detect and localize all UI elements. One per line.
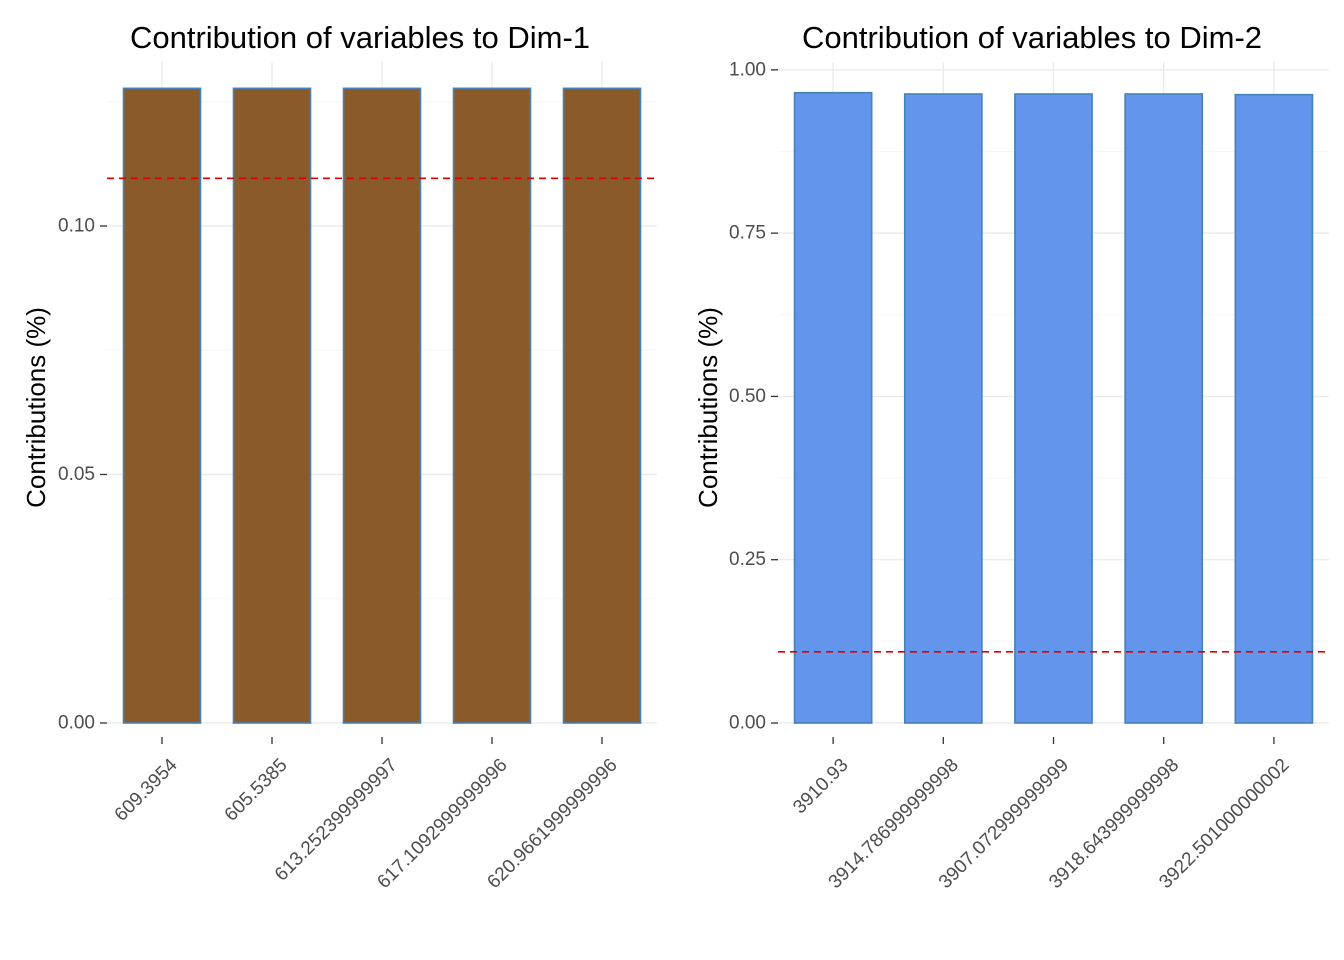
bar — [903, 93, 983, 724]
y-tick-label: 0.25 — [729, 549, 766, 570]
bar — [342, 87, 422, 724]
chart-panel-dim1: 0.00 0.05 0.10 609.3954 605.5385613.25239999… — [21, 20, 657, 893]
bar — [1014, 93, 1093, 724]
bar — [1234, 93, 1314, 724]
y-axis: 0.00 0.05 0.10 — [58, 216, 107, 734]
y-axis-label: Contributions (%) — [693, 307, 723, 508]
bar — [122, 87, 202, 724]
y-tick-label: 0.10 — [58, 216, 95, 237]
x-axis: 609.3954 605.5385613.252399999997617.1092… — [111, 737, 622, 893]
x-tick-label: 613.252399999997 — [271, 755, 402, 886]
x-tick-label: 3910.93 — [789, 755, 852, 818]
bars — [793, 91, 1314, 724]
x-tick-label: 609.3954 — [111, 754, 182, 825]
bar — [1124, 93, 1204, 724]
y-tick-label: 0.00 — [729, 713, 766, 734]
y-tick-label: 0.50 — [729, 386, 766, 407]
y-tick-label: 0.75 — [729, 223, 766, 244]
bars — [122, 87, 642, 724]
bar — [562, 87, 642, 724]
bar — [452, 87, 532, 724]
y-tick-label: 1.00 — [729, 59, 766, 80]
y-tick-label: 0.05 — [58, 464, 95, 485]
chart-title: Contribution of variables to Dim-2 — [802, 20, 1262, 55]
x-tick-label: 605.5385 — [221, 755, 292, 826]
chart-panel-dim2: 0.00 0.25 0.50 0.75 1.00 3910.933914.78699999… — [693, 20, 1329, 893]
bar — [232, 87, 312, 724]
bar — [793, 91, 873, 724]
chart-title: Contribution of variables to Dim-1 — [130, 20, 590, 55]
y-tick-label: 0.00 — [58, 713, 95, 734]
x-axis: 3910.933914.7869999999983907.07299999999… — [789, 737, 1293, 893]
y-axis: 0.00 0.25 0.50 0.75 1.00 — [729, 59, 778, 734]
y-axis-label: Contributions (%) — [21, 307, 51, 508]
